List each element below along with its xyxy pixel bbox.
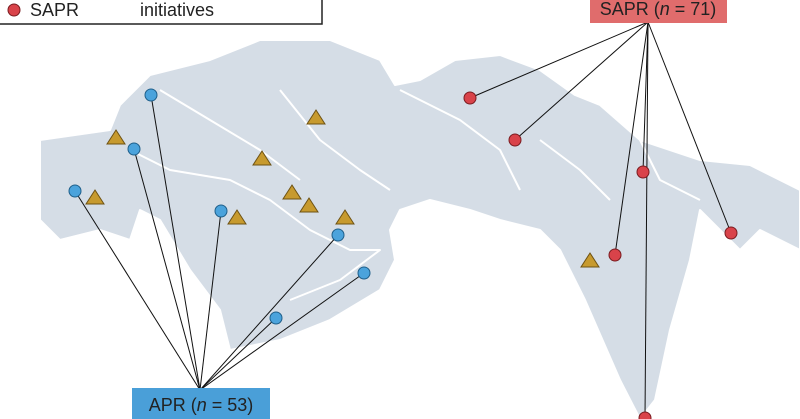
land [39, 39, 800, 419]
connector [469, 21, 649, 99]
triangle-marker [106, 129, 126, 145]
apr-point [214, 204, 228, 218]
label-part: SAPR ( [600, 0, 660, 19]
connector [614, 21, 649, 256]
triangle-marker [282, 184, 302, 200]
connector [647, 21, 732, 234]
legend-text: initiatives [140, 0, 214, 20]
sapr-points [463, 91, 738, 419]
sapr-label: SAPR (n = 71) [590, 0, 727, 23]
borders [129, 89, 701, 301]
apr-label-box [132, 388, 270, 419]
sapr-point [608, 248, 622, 262]
label-part: = 71) [670, 0, 717, 19]
sapr-label-text: SAPR (n = 71) [600, 0, 717, 19]
label-part: APR ( [149, 395, 197, 415]
legend: SAPR initiatives [0, 0, 323, 25]
triangle-marker [252, 150, 272, 166]
triangle-marker [580, 252, 600, 268]
apr-point [127, 142, 141, 156]
apr-point [144, 88, 158, 102]
apr-label: APR (n = 53) [132, 388, 270, 419]
triangle-marker [335, 209, 355, 225]
triangle-marker [85, 189, 105, 205]
legend-label: SAPR [30, 0, 79, 20]
triangle-marker [227, 209, 247, 225]
connector [199, 234, 339, 391]
apr-lines [74, 94, 365, 391]
connector [199, 210, 222, 391]
label-part: n [660, 0, 670, 19]
triangle-marker [306, 109, 326, 125]
label-part: n [197, 395, 207, 415]
connector [199, 272, 365, 391]
connector [644, 21, 649, 419]
connector [642, 21, 649, 173]
legend-marker [7, 3, 21, 17]
sapr-point [636, 165, 650, 179]
connector [133, 148, 201, 391]
apr-point [331, 228, 345, 242]
sapr-point [508, 133, 522, 147]
legend-box [0, 0, 323, 25]
label-part: = 53) [207, 395, 254, 415]
sapr-point [638, 411, 652, 419]
connector [199, 317, 277, 391]
sapr-lines [469, 21, 732, 419]
triangles [85, 109, 600, 268]
connector [74, 190, 201, 391]
apr-point [357, 266, 371, 280]
apr-point [68, 184, 82, 198]
sapr-point [463, 91, 477, 105]
sapr-label-box [590, 0, 727, 23]
apr-label-text: APR (n = 53) [149, 395, 254, 415]
apr-point [269, 311, 283, 325]
triangle-marker [299, 197, 319, 213]
connector [150, 94, 201, 391]
sapr-point [724, 226, 738, 240]
apr-points [68, 88, 371, 325]
connector [514, 21, 649, 141]
